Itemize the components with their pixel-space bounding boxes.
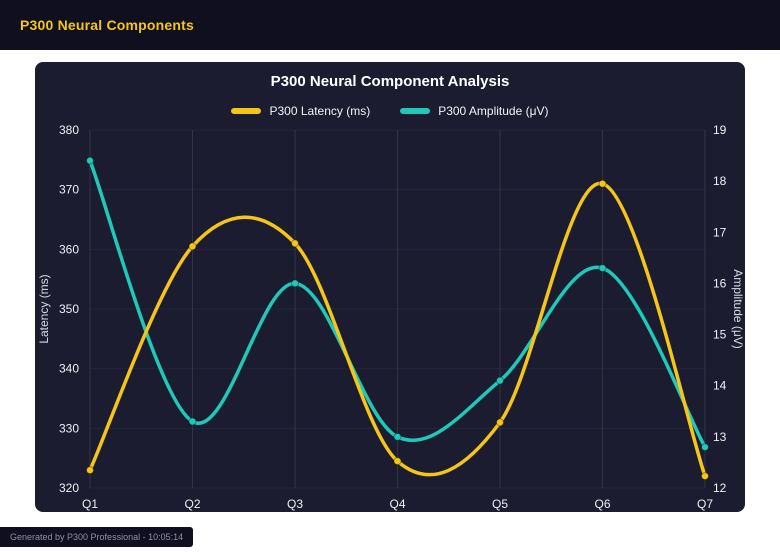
- svg-text:Q5: Q5: [492, 497, 508, 511]
- svg-text:13: 13: [713, 430, 727, 444]
- svg-text:Q7: Q7: [697, 497, 713, 511]
- amplitude-series-swatch: [400, 108, 431, 114]
- x-axis-tick-labels: Q1 Q2 Q3 Q4 Q5 Q6 Q7: [82, 497, 713, 511]
- legend-label-amplitude: P300 Amplitude (μV): [438, 104, 549, 118]
- svg-text:12: 12: [713, 481, 727, 495]
- right-axis-tick-labels: 12 13 14 15 16 17 18 19: [713, 123, 727, 495]
- svg-text:17: 17: [713, 225, 727, 239]
- svg-text:Q3: Q3: [287, 497, 303, 511]
- page-title: P300 Neural Components: [20, 17, 194, 33]
- svg-text:18: 18: [713, 174, 727, 188]
- chart-page: P300 Neural Component Analysis P300 Late…: [0, 62, 780, 512]
- svg-text:360: 360: [59, 242, 79, 256]
- svg-text:Q6: Q6: [594, 497, 610, 511]
- svg-text:16: 16: [713, 276, 727, 290]
- left-axis-title: Latency (ms): [37, 274, 51, 343]
- footer-text: Generated by P300 Professional - 10:05:1…: [10, 532, 184, 542]
- legend-item-latency[interactable]: P300 Latency (ms): [231, 104, 370, 118]
- right-axis-title: Amplitude (μV): [731, 269, 745, 349]
- series-points-p300-latency-ms: [86, 179, 709, 481]
- svg-text:340: 340: [59, 362, 79, 376]
- svg-text:380: 380: [59, 123, 79, 137]
- svg-text:14: 14: [713, 379, 727, 393]
- series-points-p300-amplitude-v: [86, 156, 709, 452]
- chart-title: P300 Neural Component Analysis: [270, 73, 510, 90]
- footer-badge: Generated by P300 Professional - 10:05:1…: [0, 527, 194, 547]
- left-axis-tick-labels: 320 330 340 350 360 370 380: [59, 123, 79, 495]
- chart-legend: P300 Latency (ms) P300 Amplitude (μV): [35, 104, 745, 118]
- svg-text:370: 370: [59, 183, 79, 197]
- svg-text:19: 19: [713, 123, 727, 137]
- svg-text:330: 330: [59, 421, 79, 435]
- svg-text:Q1: Q1: [82, 497, 98, 511]
- svg-text:320: 320: [59, 481, 79, 495]
- legend-item-amplitude[interactable]: P300 Amplitude (μV): [400, 104, 549, 118]
- svg-text:15: 15: [713, 328, 727, 342]
- svg-text:Q4: Q4: [389, 497, 405, 511]
- svg-text:Q2: Q2: [184, 497, 200, 511]
- latency-series-swatch: [231, 108, 262, 114]
- svg-text:350: 350: [59, 302, 79, 316]
- chart-card: P300 Neural Component Analysis P300 Late…: [35, 62, 745, 512]
- legend-label-latency: P300 Latency (ms): [269, 104, 371, 118]
- app-header: P300 Neural Components: [0, 0, 780, 50]
